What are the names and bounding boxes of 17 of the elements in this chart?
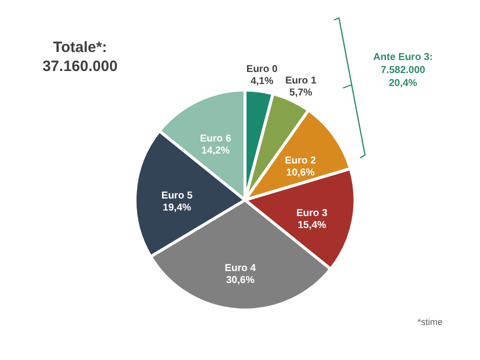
slice-label: Euro 1 xyxy=(285,75,317,86)
slice-label: Euro 2 xyxy=(284,155,316,166)
text: Ante Euro 3: 7.582.000 20,4% xyxy=(373,52,433,89)
data-label: 30,6% xyxy=(226,275,255,286)
data-label: 5,7% xyxy=(289,87,312,98)
data-label: 19,4% xyxy=(162,202,192,214)
slice-label: Euro 5 xyxy=(161,190,193,202)
slice-label: Euro 4 xyxy=(224,263,256,274)
chart-title: Totale*: 37.160.000 xyxy=(42,39,118,75)
data-label: 15,4% xyxy=(298,220,326,232)
slice-label: Euro 0 xyxy=(246,64,278,76)
data-label: 4,1% xyxy=(250,76,274,88)
slice-label: Euro 3 xyxy=(296,208,328,220)
text: *stime xyxy=(417,317,443,327)
slice-label: Euro 6 xyxy=(200,133,232,144)
data-label: 10,6% xyxy=(286,167,315,178)
data-label: 14,2% xyxy=(201,145,230,156)
